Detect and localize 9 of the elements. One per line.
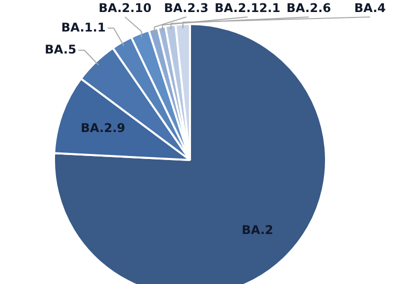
slice-label: BA.1.1 [61,20,106,34]
slice-label: BA.4 [354,1,386,16]
slice-label: BA.2.10 [98,1,152,16]
slice-label: BA.2.3 [164,1,208,16]
slice-label: BA.2.6 [286,1,331,16]
slice-label: BA.2.9 [80,120,126,135]
slice-label: BA.2 [242,223,274,238]
slice-label: BA.5 [44,42,76,56]
slice-label: BA.2.12.1 [214,1,280,16]
